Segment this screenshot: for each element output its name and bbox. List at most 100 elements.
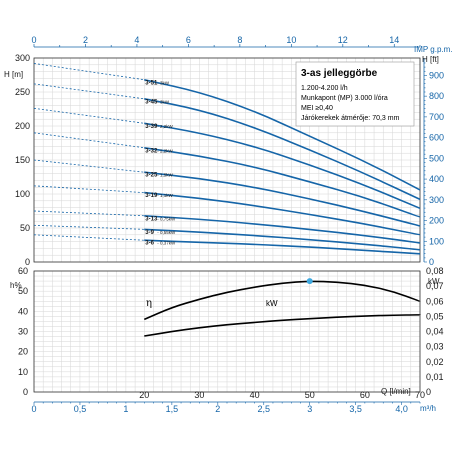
info-box-line: 1.200-4.200 l/h — [301, 85, 348, 92]
tick-label: 100 — [15, 189, 30, 199]
shutoff-dashed-line — [33, 185, 145, 194]
tick-label: 10 — [286, 35, 296, 45]
info-box: 3-as jelleggörbe 1.200-4.200 l/h Munkapo… — [295, 61, 415, 127]
curve-power-label: - 1,5kW — [157, 173, 173, 178]
tick-label: 8 — [237, 35, 242, 45]
head-curve-3-6 — [144, 239, 421, 255]
tick-label: 40 — [18, 306, 28, 316]
tick-label: 800 — [429, 91, 444, 101]
curve-power-label: - 3kW — [157, 99, 170, 104]
tick-label: 0,5 — [74, 404, 87, 414]
tick-label: 20 — [18, 347, 28, 357]
y-axis-label-h-ft: H [ft] — [422, 55, 439, 64]
x-axis-label-m3h: m³/h — [420, 404, 436, 413]
tick-label: 14 — [389, 35, 399, 45]
power-curve — [144, 314, 421, 337]
tick-label: 10 — [18, 367, 28, 377]
tick-label: 30 — [18, 327, 28, 337]
plot-frame — [33, 270, 421, 393]
y-axis-label-h-m: H [m] — [4, 70, 23, 79]
tick-label: 900 — [429, 70, 444, 80]
efficiency-power-curves — [143, 278, 421, 337]
tick-label: 6 — [186, 35, 191, 45]
tick-label: 20 — [139, 390, 149, 400]
tick-label: 4 — [134, 35, 139, 45]
tick-label: 2 — [215, 404, 220, 414]
tick-label: 3 — [307, 404, 312, 414]
curve-power-label: - 3kW — [157, 80, 170, 85]
info-box-line: Járókerekek átmérője: 70,3 mm — [301, 115, 400, 122]
curve-model-label: 3-19 — [145, 193, 158, 199]
tick-label: 0 — [25, 257, 30, 267]
curve-power-label: - 2,2kW — [157, 124, 173, 129]
tick-label: 2,5 — [258, 404, 271, 414]
curve-model-label: 3-9 — [145, 230, 154, 236]
curve-model-label: 3-32 — [145, 148, 158, 154]
tick-label: 50 — [18, 286, 28, 296]
tick-label: 4,0 — [395, 404, 408, 414]
tick-label: 200 — [15, 121, 30, 131]
power-curve-label: kW — [266, 299, 278, 308]
tick-label: 0 — [426, 387, 431, 397]
head-curve-3-39 — [144, 122, 421, 210]
head-curve-3-9 — [144, 228, 421, 251]
tick-label: 0,01 — [426, 372, 444, 382]
tick-label: 0,03 — [426, 342, 444, 352]
efficiency-curve — [143, 280, 421, 321]
efficiency-chart-axes: 010203040506000,010,020,030,040,050,060,… — [18, 266, 444, 414]
shutoff-dashed-line — [33, 63, 145, 81]
head-curve-3-45 — [144, 98, 421, 201]
tick-label: 700 — [429, 112, 444, 122]
shutoff-dashed-line — [33, 234, 145, 241]
tick-label: 60 — [360, 390, 370, 400]
curve-model-label: 3-39 — [145, 124, 158, 130]
curve-power-label: - 1,1kW — [157, 193, 173, 198]
tick-label: 60 — [18, 266, 28, 276]
x-axis-label-imp-gpm: IMP g.p.m. — [414, 45, 453, 54]
efficiency-curve-label: η — [146, 298, 152, 309]
tick-label: 0,08 — [426, 266, 444, 276]
tick-label: 500 — [429, 153, 444, 163]
tick-label: 250 — [15, 87, 30, 97]
curve-power-label: - 2,2kW — [157, 148, 173, 153]
curve-model-label: 3-13 — [145, 216, 158, 222]
tick-label: 0 — [31, 35, 36, 45]
shutoff-dashed-line — [33, 83, 145, 100]
shutoff-dashed-line — [33, 107, 145, 124]
operating-point-marker — [306, 278, 313, 285]
tick-label: 50 — [305, 390, 315, 400]
tick-label: 2 — [83, 35, 88, 45]
tick-label: 12 — [338, 35, 348, 45]
info-box-line: Munkapont (MP) 3.000 l/óra — [301, 95, 388, 102]
y-axis-label-kw: kW — [428, 277, 440, 286]
tick-label: 0,07 — [426, 281, 444, 291]
info-box-line: MEI ≥0,40 — [301, 105, 333, 112]
tick-label: 40 — [250, 390, 260, 400]
tick-label: 200 — [429, 216, 444, 226]
head-curve-3-32 — [144, 147, 421, 218]
tick-label: 600 — [429, 133, 444, 143]
tick-label: 0,05 — [426, 311, 444, 321]
head-curve-3-19 — [144, 191, 421, 236]
curve-power-label: - 0,55kW — [157, 230, 176, 235]
head-curve-3-51 — [144, 79, 421, 191]
tick-label: 150 — [15, 155, 30, 165]
curve-power-label: - 0,75kW — [157, 216, 176, 221]
tick-label: 0 — [31, 404, 36, 414]
tick-label: 0,04 — [426, 327, 444, 337]
y-axis-label-efficiency: h% — [10, 281, 22, 290]
tick-label: 300 — [15, 53, 30, 63]
tick-label: 1 — [123, 404, 128, 414]
tick-label: 3,5 — [349, 404, 362, 414]
tick-label: 400 — [429, 174, 444, 184]
tick-label: 1,5 — [166, 404, 179, 414]
curve-power-label: - 0,37kW — [157, 241, 176, 246]
curve-model-label: 3-25 — [145, 173, 158, 179]
tick-label: 300 — [429, 195, 444, 205]
tick-label: 30 — [194, 390, 204, 400]
tick-label: 0 — [23, 387, 28, 397]
tick-label: 50 — [20, 223, 30, 233]
tick-label: 0 — [429, 257, 434, 267]
efficiency-chart-grid — [33, 270, 421, 393]
